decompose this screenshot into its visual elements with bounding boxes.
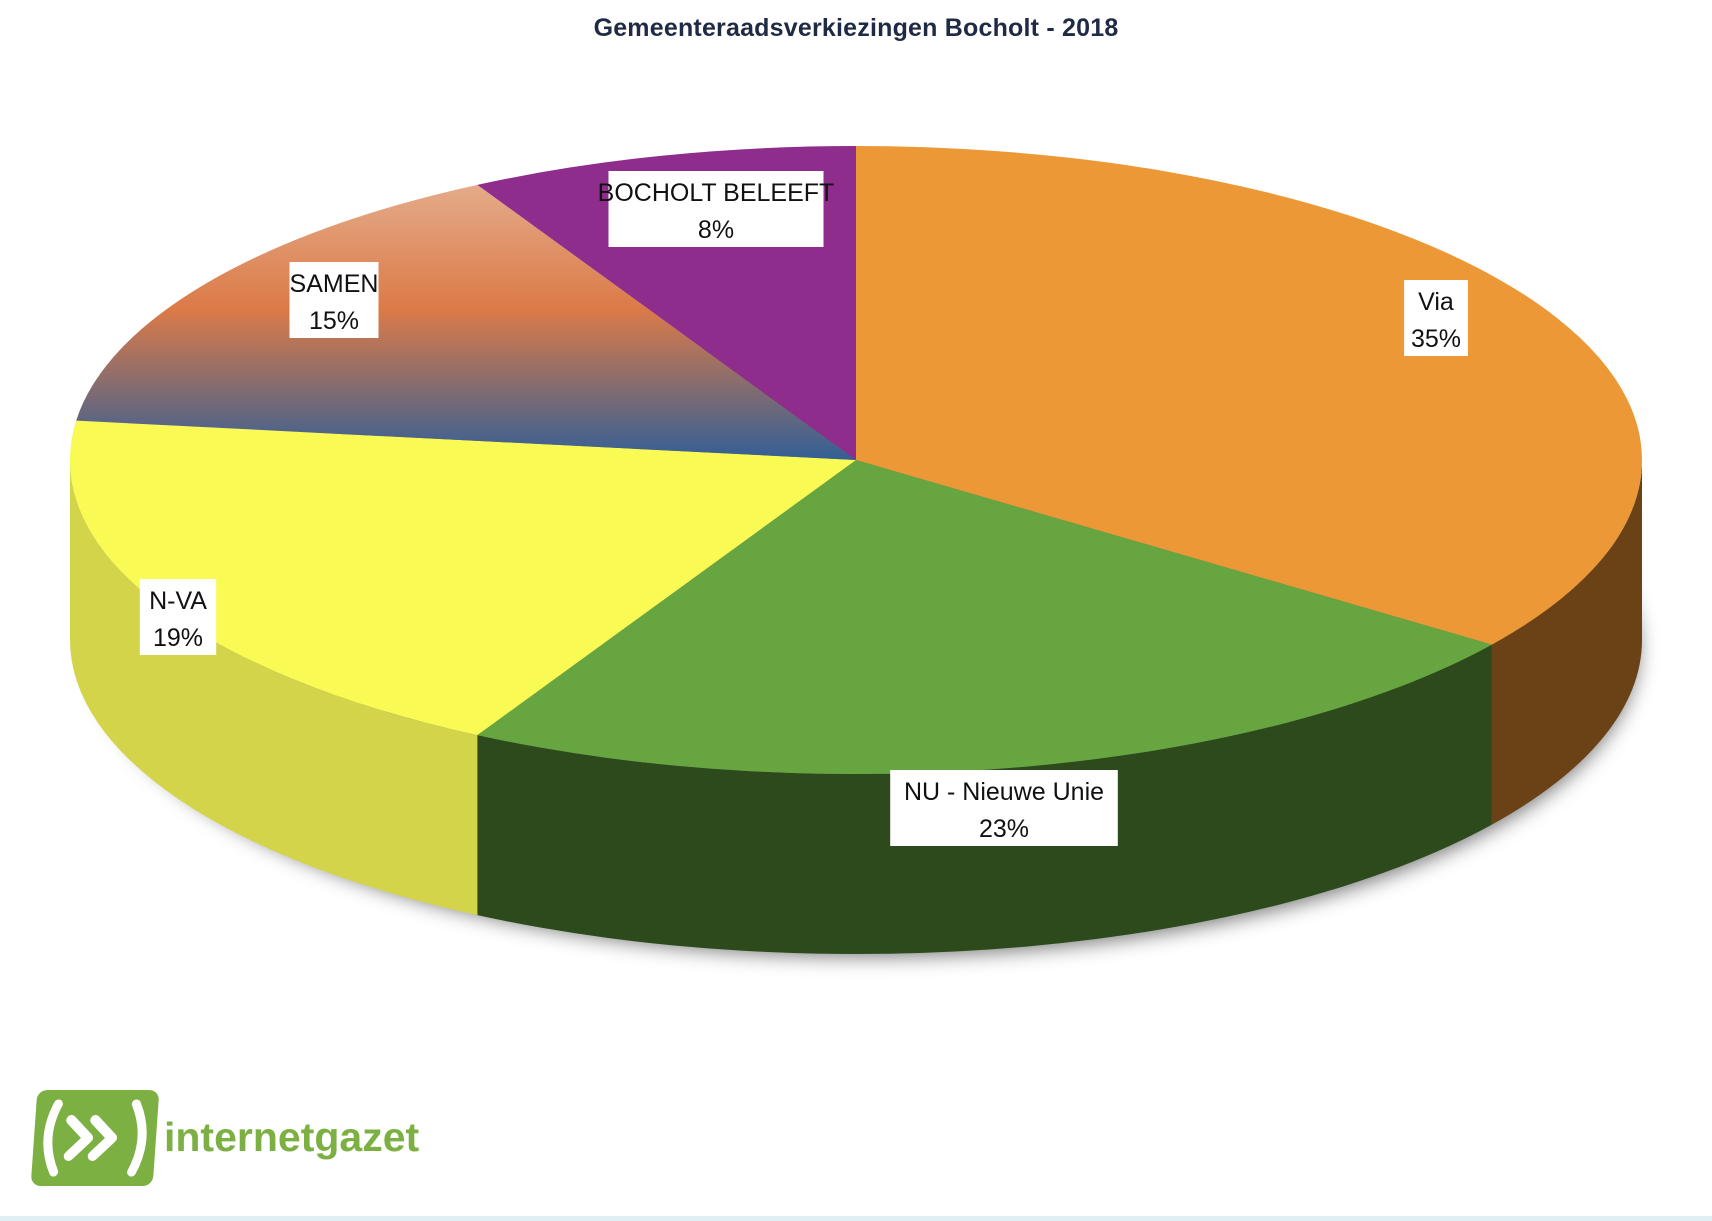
slice-label-4: BOCHOLT BELEEFT 8% xyxy=(598,171,835,247)
chart-title: Gemeenteraadsverkiezingen Bocholt - 2018 xyxy=(593,14,1119,42)
slice-label-name: NU - Nieuwe Unie xyxy=(904,778,1104,806)
slice-label-3: SAMEN 15% xyxy=(289,262,379,338)
slice-label-value: 23% xyxy=(979,815,1029,843)
slice-label-value: 35% xyxy=(1411,325,1461,353)
slice-label-value: 19% xyxy=(153,624,203,652)
slice-label-name: Via xyxy=(1418,288,1454,316)
slice-label-name: BOCHOLT BELEEFT xyxy=(598,179,835,207)
slice-label-2: N-VA 19% xyxy=(139,579,217,655)
fast-forward-icon xyxy=(30,1090,160,1186)
slice-label-0: Via 35% xyxy=(1404,280,1468,356)
pie-side-2 xyxy=(70,460,478,916)
slice-label-box xyxy=(608,171,824,247)
pie-slice-2 xyxy=(70,420,856,736)
slice-label-box xyxy=(139,579,217,655)
slice-label-box xyxy=(890,770,1118,846)
logo-text: internetgazet xyxy=(164,1114,420,1160)
pie-side-0 xyxy=(1491,460,1642,825)
internetgazet-logo: internetgazet xyxy=(30,1090,454,1190)
slice-label-name: SAMEN xyxy=(290,270,379,298)
pie-slice-1 xyxy=(477,460,1492,774)
slice-label-box xyxy=(1404,280,1468,356)
slice-label-1: NU - Nieuwe Unie 23% xyxy=(890,770,1118,846)
slice-label-box xyxy=(289,262,379,338)
pie-slice-0 xyxy=(856,146,1642,645)
slice-label-value: 8% xyxy=(698,216,734,244)
slice-label-name: N-VA xyxy=(149,587,207,615)
pie-slice-3 xyxy=(76,184,856,460)
slice-label-value: 15% xyxy=(309,307,359,335)
bottom-strip xyxy=(0,1216,1712,1221)
